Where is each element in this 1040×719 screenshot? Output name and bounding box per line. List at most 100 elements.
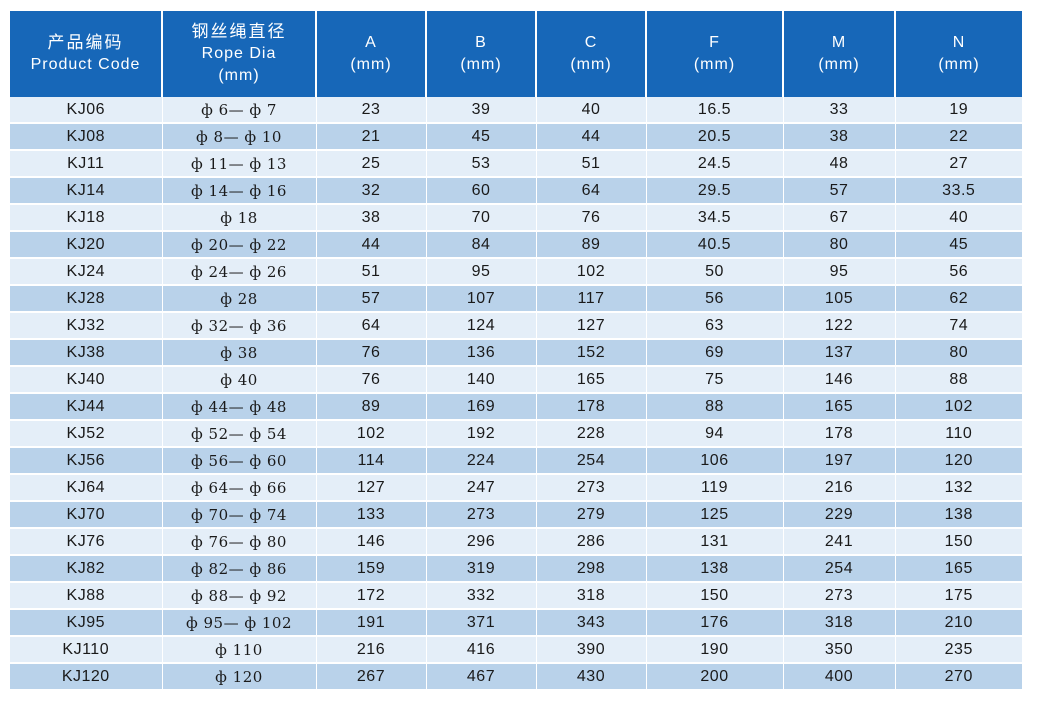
cell-a: 44	[316, 231, 427, 259]
cell-f: 56	[646, 285, 784, 313]
cell-a: 159	[316, 555, 427, 583]
cell-b: 45	[426, 123, 537, 151]
header-col-n: N (mm)	[895, 11, 1022, 97]
cell-rope-dia: ф 38	[162, 339, 317, 367]
cell-c: 298	[536, 555, 647, 583]
cell-product-code: KJ28	[10, 285, 163, 313]
cell-f: 24.5	[646, 150, 784, 178]
cell-a: 57	[316, 285, 427, 313]
cell-a: 21	[316, 123, 427, 151]
table-row: KJ82 ф 82— ф 86 159 319 298 138 254 165	[10, 555, 1022, 583]
cell-m: 48	[783, 150, 896, 178]
cell-rope-dia: ф 44— ф 48	[162, 393, 317, 421]
table-row: KJ70 ф 70— ф 74 133 273 279 125 229 138	[10, 501, 1022, 529]
cell-m: 122	[783, 312, 896, 340]
cell-m: 273	[783, 582, 896, 610]
cell-m: 33	[783, 97, 896, 124]
header-col-b-label: B	[475, 34, 487, 51]
cell-f: 88	[646, 393, 784, 421]
cell-a: 191	[316, 609, 427, 637]
cell-f: 125	[646, 501, 784, 529]
cell-product-code: KJ44	[10, 393, 163, 421]
table-row: KJ56 ф 56— ф 60 114 224 254 106 197 120	[10, 447, 1022, 475]
cell-rope-dia: ф 28	[162, 285, 317, 313]
cell-c: 430	[536, 663, 647, 691]
cell-c: 228	[536, 420, 647, 448]
cell-f: 131	[646, 528, 784, 556]
cell-rope-dia: ф 110	[162, 636, 317, 664]
cell-a: 267	[316, 663, 427, 691]
cell-product-code: KJ40	[10, 366, 163, 394]
cell-m: 80	[783, 231, 896, 259]
cell-product-code: KJ52	[10, 420, 163, 448]
header-col-a-unit: (mm)	[350, 56, 392, 73]
cell-b: 84	[426, 231, 537, 259]
cell-n: 56	[895, 258, 1022, 286]
cell-n: 235	[895, 636, 1022, 664]
header-rope-dia: 钢丝绳直径 Rope Dia (mm)	[162, 11, 317, 97]
cell-m: 67	[783, 204, 896, 232]
cell-product-code: KJ06	[10, 97, 163, 124]
cell-product-code: KJ70	[10, 501, 163, 529]
cell-rope-dia: ф 11— ф 13	[162, 150, 317, 178]
cell-product-code: KJ38	[10, 339, 163, 367]
cell-product-code: KJ64	[10, 474, 163, 502]
cell-c: 165	[536, 366, 647, 394]
cell-n: 138	[895, 501, 1022, 529]
cell-c: 44	[536, 123, 647, 151]
header-product-code-en: Product Code	[30, 56, 141, 73]
cell-c: 40	[536, 97, 647, 124]
cell-n: 110	[895, 420, 1022, 448]
cell-b: 247	[426, 474, 537, 502]
header-col-c-label: C	[584, 34, 598, 51]
cell-c: 89	[536, 231, 647, 259]
cell-n: 19	[895, 97, 1022, 124]
cell-f: 34.5	[646, 204, 784, 232]
table-row: KJ24 ф 24— ф 26 51 95 102 50 95 56	[10, 258, 1022, 286]
cell-b: 332	[426, 582, 537, 610]
cell-m: 216	[783, 474, 896, 502]
table-row: KJ76 ф 76— ф 80 146 296 286 131 241 150	[10, 528, 1022, 556]
cell-b: 140	[426, 366, 537, 394]
cell-rope-dia: ф 18	[162, 204, 317, 232]
header-col-f-unit: (mm)	[693, 56, 736, 73]
header-col-b: B (mm)	[426, 11, 537, 97]
cell-b: 124	[426, 312, 537, 340]
cell-product-code: KJ18	[10, 204, 163, 232]
cell-c: 178	[536, 393, 647, 421]
cell-b: 95	[426, 258, 537, 286]
table-row: KJ08 ф 8— ф 10 21 45 44 20.5 38 22	[10, 123, 1022, 151]
cell-n: 40	[895, 204, 1022, 232]
cell-m: 95	[783, 258, 896, 286]
cell-rope-dia: ф 24— ф 26	[162, 258, 317, 286]
cell-n: 175	[895, 582, 1022, 610]
cell-a: 89	[316, 393, 427, 421]
cell-product-code: KJ82	[10, 555, 163, 583]
cell-rope-dia: ф 52— ф 54	[162, 420, 317, 448]
cell-a: 64	[316, 312, 427, 340]
cell-rope-dia: ф 95— ф 102	[162, 609, 317, 637]
cell-rope-dia: ф 120	[162, 663, 317, 691]
cell-b: 319	[426, 555, 537, 583]
cell-rope-dia: ф 56— ф 60	[162, 447, 317, 475]
cell-c: 254	[536, 447, 647, 475]
cell-n: 270	[895, 663, 1022, 691]
cell-c: 117	[536, 285, 647, 313]
cell-f: 106	[646, 447, 784, 475]
cell-product-code: KJ56	[10, 447, 163, 475]
cell-c: 152	[536, 339, 647, 367]
cell-rope-dia: ф 88— ф 92	[162, 582, 317, 610]
cell-m: 400	[783, 663, 896, 691]
cell-n: 62	[895, 285, 1022, 313]
table-row: KJ38 ф 38 76 136 152 69 137 80	[10, 339, 1022, 367]
header-col-b-unit: (mm)	[460, 56, 502, 73]
cell-product-code: KJ76	[10, 528, 163, 556]
cell-f: 94	[646, 420, 784, 448]
cell-a: 127	[316, 474, 427, 502]
cell-c: 102	[536, 258, 647, 286]
table-row: KJ95 ф 95— ф 102 191 371 343 176 318 210	[10, 609, 1022, 637]
table-row: KJ88 ф 88— ф 92 172 332 318 150 273 175	[10, 582, 1022, 610]
cell-c: 390	[536, 636, 647, 664]
table-row: KJ06 ф 6— ф 7 23 39 40 16.5 33 19	[10, 97, 1022, 124]
cell-product-code: KJ95	[10, 609, 163, 637]
